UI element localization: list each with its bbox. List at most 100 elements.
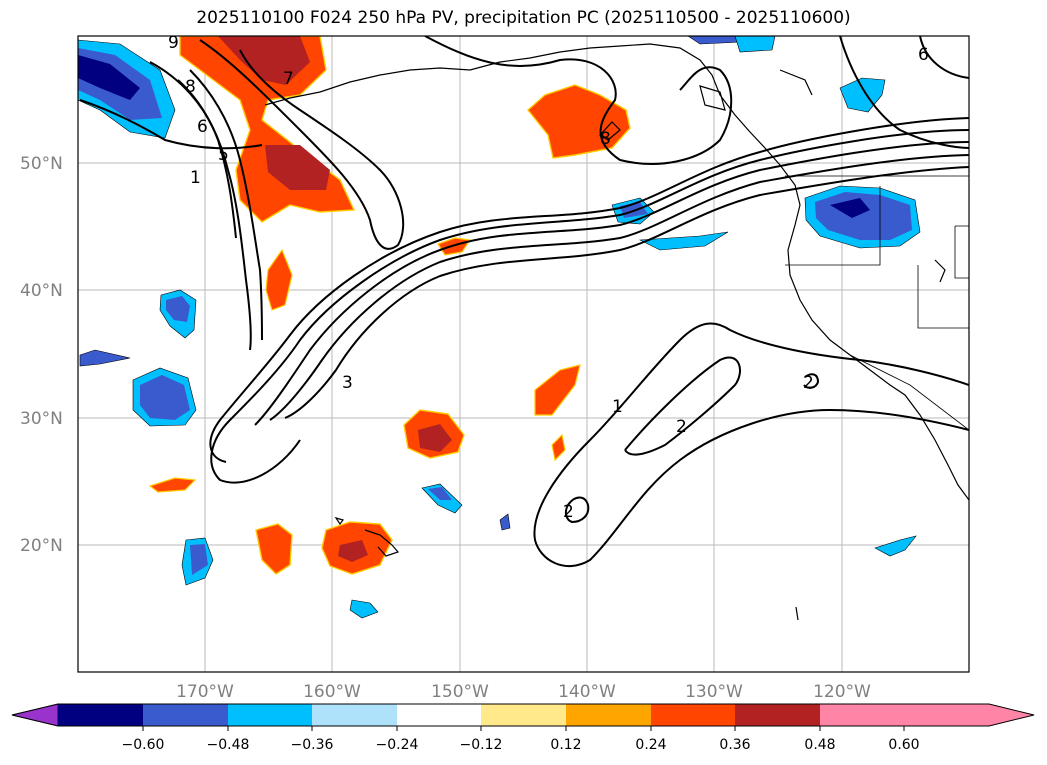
colorbar-tick-label: 0.12 (550, 737, 581, 753)
contour-label: 2 (803, 373, 814, 393)
contour-label: 6 (197, 117, 208, 137)
colorbar-tick-label: −0.36 (291, 737, 334, 753)
colorbar-segment (397, 704, 481, 726)
border-state-1 (785, 186, 881, 266)
pos-anomaly-6 (148, 477, 197, 493)
pv-contour-8 (149, 61, 237, 239)
pv-contour-14 (564, 496, 590, 524)
north-america-coastline (264, 43, 969, 501)
lon-label-170w: 170°W (176, 682, 234, 702)
neg-anomaly-6 (499, 513, 511, 531)
colorbar-segment (228, 704, 312, 726)
pos-anomaly-2 (265, 248, 293, 311)
latitude-labels: 50°N 40°N 30°N 20°N (20, 154, 63, 556)
colorbar-tick-label: −0.60 (122, 737, 165, 753)
contour-label: 7 (283, 69, 294, 89)
colorbar-tick-label: 0.48 (804, 737, 835, 753)
contour-label: 6 (918, 45, 929, 65)
pv-contour-5 (284, 166, 969, 419)
neg-anomaly-1-core (166, 296, 190, 322)
colorbar-outline (11, 703, 1035, 727)
colorbar-tick-label: −0.48 (207, 737, 250, 753)
colorbar-tick-label: 0.36 (719, 737, 750, 753)
colorbar-segment (820, 704, 904, 726)
colorbar-segment (143, 704, 228, 726)
neg-anomaly-4-core (190, 544, 208, 575)
colorbar-segment (312, 704, 397, 726)
pos-anomaly-3 (534, 364, 581, 416)
hawaii-islands (364, 529, 400, 557)
neg-anomaly-7 (349, 599, 379, 619)
contour-label: 1 (190, 168, 201, 188)
contour-label: 5 (218, 145, 229, 165)
pos-anomaly-8-core (338, 540, 368, 562)
lon-label-160w: 160°W (303, 682, 361, 702)
island-alexander (699, 85, 726, 111)
colorbar-tick-label: 0.60 (888, 737, 919, 753)
pos-anomaly-5 (551, 433, 566, 462)
lon-label-130w: 130°W (685, 682, 743, 702)
neg-anomaly-9 (638, 231, 729, 251)
lat-label-40n: 40°N (20, 281, 63, 301)
neg-anomaly-5-core (428, 487, 452, 500)
pv-contour-10 (424, 36, 733, 165)
colorbar-segment (735, 704, 820, 726)
neg-anomaly-2-core (140, 375, 190, 420)
island-misc-1 (779, 69, 813, 96)
border-state-2 (917, 265, 969, 329)
lat-label-20n: 20°N (20, 536, 63, 556)
pos-anomaly-4-core (418, 424, 452, 452)
gridlines (78, 36, 969, 672)
pv-contour-3 (254, 141, 969, 426)
pos-anomaly-nw-core-2 (265, 145, 330, 190)
pv-contour-12 (533, 322, 969, 567)
pv-contour-1 (210, 129, 969, 484)
pv-contour-2 (209, 117, 969, 463)
coastlines (264, 43, 969, 621)
map-background (78, 36, 969, 672)
island-kodiak (599, 121, 621, 141)
pos-anomaly-7 (255, 523, 293, 575)
land-misc-2 (934, 259, 946, 283)
colorbar-ticks (142, 726, 905, 731)
colorbar-extend-low (11, 703, 59, 727)
lat-label-50n: 50°N (20, 154, 63, 174)
colorbar-extend-high (904, 704, 1034, 726)
lat-label-30n: 30°N (20, 409, 63, 429)
longitude-labels: 170°W 160°W 150°W 140°W 130°W 120°W (176, 682, 871, 702)
contour-label: 8 (185, 77, 196, 97)
map-frame (77, 35, 970, 673)
contour-labels: 9 8 6 5 7 1 3 8 1 2 2 2 6 (168, 36, 929, 522)
contour-label: 1 (612, 397, 623, 417)
colorbar: −0.60 −0.48 −0.36 −0.24 −0.12 0.12 0.24 … (11, 703, 1035, 753)
colorbar-tick-label: −0.24 (376, 737, 419, 753)
pv-contour-16 (839, 36, 969, 149)
pv-contours (79, 36, 969, 567)
neg-anomaly-12 (734, 36, 776, 53)
colorbar-segment (481, 704, 566, 726)
lon-label-120w: 120°W (813, 682, 871, 702)
neg-anomaly-nw-core (78, 55, 140, 100)
pv-contour-13 (624, 356, 741, 456)
contour-label: 3 (342, 373, 353, 393)
contour-label: 2 (563, 502, 574, 522)
border-us-mexico (849, 354, 969, 431)
positive-precip-anomalies (148, 36, 631, 575)
colorbar-segment (651, 704, 735, 726)
lon-label-150w: 150°W (431, 682, 489, 702)
neg-anomaly-14 (874, 535, 917, 557)
pos-anomaly-nw-core-1 (218, 36, 310, 85)
pos-anomaly-ne (527, 84, 631, 159)
pv-contour-4 (269, 154, 969, 421)
lon-label-140w: 140°W (558, 682, 616, 702)
neg-anomaly-3 (79, 349, 131, 367)
pv-contour-9 (199, 39, 405, 250)
contour-label: 8 (600, 129, 611, 149)
pv-contour-17 (919, 36, 969, 79)
colorbar-segment (566, 704, 651, 726)
colorbar-segment (58, 704, 143, 726)
pv-contour-6 (189, 69, 263, 341)
clipperton-island (795, 606, 799, 621)
neg-anomaly-10-core (830, 198, 870, 218)
